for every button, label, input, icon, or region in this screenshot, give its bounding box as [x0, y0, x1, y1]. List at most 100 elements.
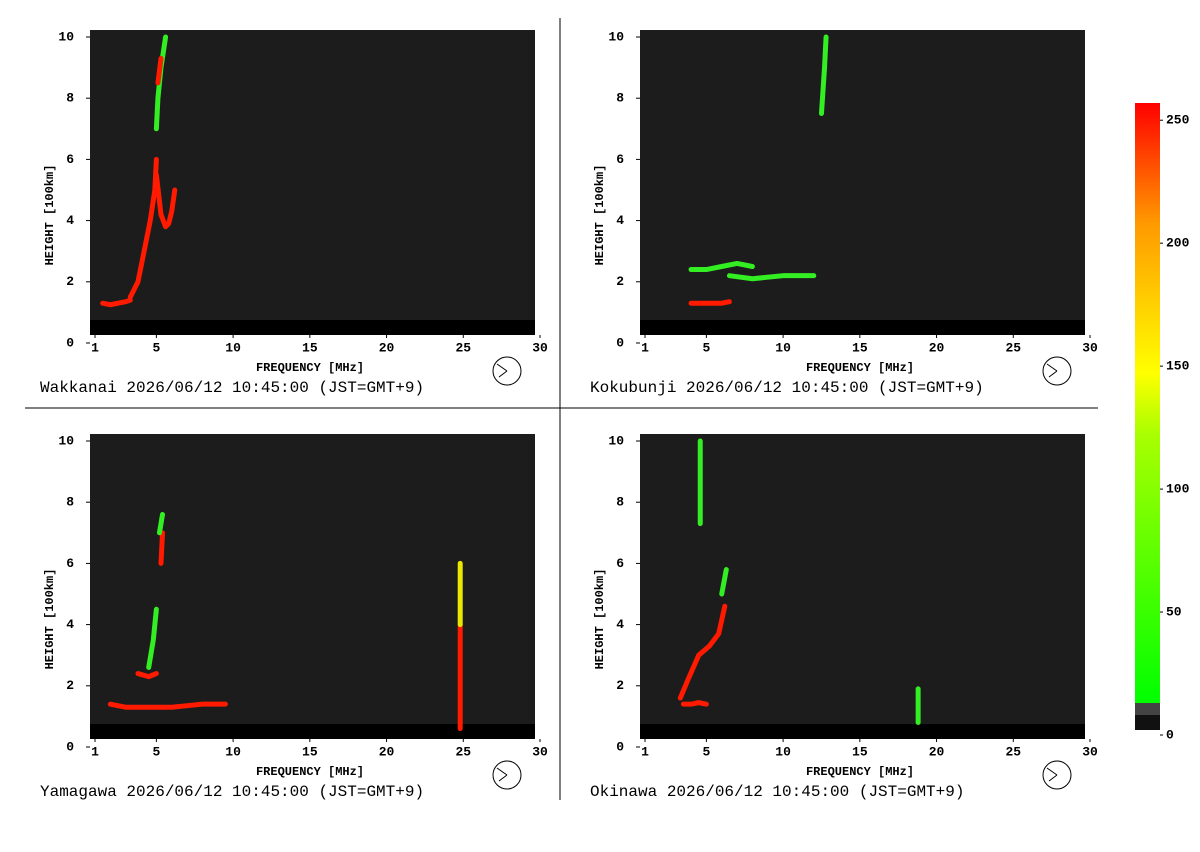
x-tick-label: 20 [929, 744, 945, 759]
x-tick-label: 10 [775, 744, 791, 759]
y-tick-label: 0 [66, 335, 74, 350]
y-tick-label: 4 [616, 617, 624, 632]
y-tick-label: 6 [616, 152, 624, 167]
y-axis-label: HEIGHT [100km] [43, 569, 57, 670]
plot-floor [640, 320, 1085, 335]
colorbar-tick-label: 100 [1166, 482, 1190, 497]
colorbar [1135, 103, 1160, 703]
x-tick-label: 1 [641, 744, 649, 759]
y-tick-label: 4 [616, 213, 624, 228]
y-tick-label: 2 [66, 274, 74, 289]
clock-icon [1042, 760, 1072, 790]
clock-icon [492, 356, 522, 386]
y-axis-label: HEIGHT [100km] [593, 569, 607, 670]
echo-trace [158, 530, 166, 566]
plot-floor [640, 724, 1085, 739]
x-axis-label: FREQUENCY [MHz] [256, 765, 364, 779]
x-tick-label: 20 [379, 744, 395, 759]
x-tick-label: 1 [641, 340, 649, 355]
x-tick-label: 25 [1005, 340, 1021, 355]
caption: Wakkanai 2026/06/12 10:45:00 (JST=GMT+9) [40, 379, 424, 397]
echo-trace [153, 172, 178, 230]
echo-trace [677, 603, 728, 701]
x-tick-label: 5 [702, 340, 710, 355]
echo-trace [680, 700, 709, 707]
plot-floor [90, 320, 535, 335]
colorbar-tick-label: 50 [1166, 604, 1182, 619]
echo-trace [155, 55, 164, 86]
y-tick-label: 0 [66, 739, 74, 754]
y-tick-label: 6 [66, 556, 74, 571]
plot-background [90, 30, 535, 320]
clock-icon [492, 760, 522, 790]
y-tick-label: 2 [66, 678, 74, 693]
echo-trace [100, 297, 133, 308]
colorbar-low [1135, 703, 1160, 715]
colorbar-tick-label: 200 [1166, 236, 1190, 251]
y-tick-label: 8 [616, 91, 624, 106]
x-tick-label: 20 [379, 340, 395, 355]
echo-trace [135, 671, 159, 680]
y-tick-label: 6 [616, 556, 624, 571]
echo-trace [156, 511, 166, 536]
x-tick-label: 25 [1005, 744, 1021, 759]
x-tick-label: 30 [532, 340, 548, 355]
x-tick-label: 10 [225, 340, 241, 355]
plot-background [640, 434, 1085, 724]
echo-trace [688, 260, 755, 273]
colorbar-tick-label: 250 [1166, 113, 1190, 128]
x-tick-label: 10 [775, 340, 791, 355]
clock-hands [496, 363, 508, 378]
y-tick-label: 6 [66, 152, 74, 167]
x-tick-label: 30 [1082, 340, 1098, 355]
clock-hands [1046, 767, 1058, 782]
x-tick-label: 15 [302, 744, 318, 759]
plot-background [640, 30, 1085, 320]
caption: Okinawa 2026/06/12 10:45:00 (JST=GMT+9) [590, 783, 964, 801]
y-axis-label: HEIGHT [100km] [43, 165, 57, 266]
y-tick-label: 10 [608, 29, 624, 44]
y-tick-label: 10 [58, 29, 74, 44]
y-tick-label: 8 [66, 91, 74, 106]
x-axis-label: FREQUENCY [MHz] [806, 361, 914, 375]
colorbar-tick-label: 150 [1166, 359, 1190, 374]
clock-hands [1046, 363, 1058, 378]
clock-hands [496, 767, 508, 782]
y-tick-label: 8 [66, 495, 74, 510]
echo-trace [719, 567, 729, 597]
y-tick-label: 10 [58, 433, 74, 448]
x-tick-label: 1 [91, 340, 99, 355]
colorbar-tick-label: 0 [1166, 727, 1174, 742]
x-axis-label: FREQUENCY [MHz] [256, 361, 364, 375]
x-tick-label: 5 [152, 744, 160, 759]
caption: Kokubunji 2026/06/12 10:45:00 (JST=GMT+9… [590, 379, 984, 397]
clock-icon [1042, 356, 1072, 386]
x-tick-label: 15 [852, 340, 868, 355]
caption: Yamagawa 2026/06/12 10:45:00 (JST=GMT+9) [40, 783, 424, 801]
echo-trace [688, 299, 732, 306]
x-tick-label: 20 [929, 340, 945, 355]
y-tick-label: 4 [66, 617, 74, 632]
y-tick-label: 0 [616, 739, 624, 754]
x-tick-label: 30 [532, 744, 548, 759]
x-tick-label: 1 [91, 744, 99, 759]
x-tick-label: 25 [455, 340, 471, 355]
plot-background [90, 434, 535, 724]
echo-trace [146, 606, 159, 670]
colorbar-low [1135, 715, 1160, 730]
y-tick-label: 8 [616, 495, 624, 510]
x-tick-label: 5 [152, 340, 160, 355]
plot-floor [90, 724, 535, 739]
y-tick-label: 0 [616, 335, 624, 350]
echo-trace [726, 273, 817, 282]
y-tick-label: 10 [608, 433, 624, 448]
x-tick-label: 5 [702, 744, 710, 759]
x-tick-label: 10 [225, 744, 241, 759]
y-axis-label: HEIGHT [100km] [593, 165, 607, 266]
x-tick-label: 30 [1082, 744, 1098, 759]
